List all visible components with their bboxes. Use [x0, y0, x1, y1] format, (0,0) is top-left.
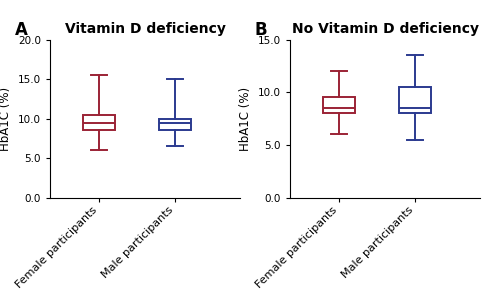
- Y-axis label: HbA1C (%): HbA1C (%): [240, 87, 252, 150]
- Text: A: A: [15, 21, 28, 39]
- Text: B: B: [255, 21, 268, 39]
- PathPatch shape: [324, 98, 356, 113]
- PathPatch shape: [84, 115, 116, 130]
- PathPatch shape: [160, 119, 192, 130]
- Y-axis label: HbA1C (%): HbA1C (%): [0, 87, 12, 150]
- Title: Vitamin D deficiency: Vitamin D deficiency: [64, 22, 226, 36]
- PathPatch shape: [400, 87, 432, 113]
- Title: No Vitamin D deficiency: No Vitamin D deficiency: [292, 22, 478, 36]
